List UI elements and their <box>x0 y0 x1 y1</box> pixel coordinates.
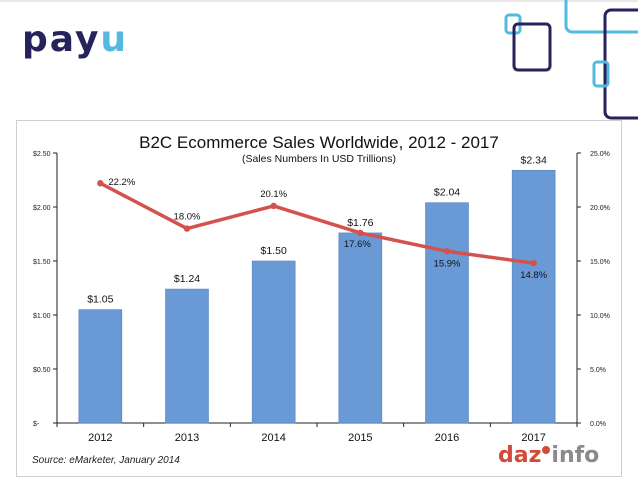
left-axis-tick-label: $1.50 <box>33 259 51 266</box>
x-axis-tick-label: 2012 <box>88 432 112 444</box>
x-axis-tick-label: 2017 <box>521 432 545 444</box>
x-axis-tick-label: 2015 <box>348 432 372 444</box>
growth-line <box>99 181 534 265</box>
bar-value-label: $1.05 <box>87 294 113 306</box>
growth-point <box>443 248 451 255</box>
dazeinfo-logo: daz info <box>498 445 599 467</box>
left-axis-tick-label: $1.00 <box>33 313 51 320</box>
growth-line-series <box>97 180 537 267</box>
chart-title: B2C Ecommerce Sales Worldwide, 2012 - 20… <box>139 133 499 152</box>
right-axis-tick-label: 20.0% <box>590 205 610 212</box>
brand-text-part2: info <box>551 443 600 468</box>
brand-dot-icon <box>542 446 551 454</box>
left-axis-tick-label: $2.50 <box>33 151 51 158</box>
bar <box>165 288 209 424</box>
bar-value-label: $2.04 <box>434 187 460 199</box>
right-axis-tick-label: 5.0% <box>590 367 606 374</box>
x-axis-tick-label: 2014 <box>261 432 285 444</box>
top-divider <box>0 0 638 2</box>
chart-labels: $1.05 $1.24 $1.50 $1.76 $2.04 $2.34 22.2% 18.0%… <box>87 154 547 305</box>
growth-point <box>270 202 277 210</box>
x-axis-tick-label: 2013 <box>175 432 199 444</box>
growth-value-label: 18.0% <box>174 212 201 223</box>
left-axis-tick-label: $0.50 <box>33 367 51 374</box>
bar <box>78 309 123 424</box>
bar <box>511 169 556 424</box>
growth-value-label: 22.2% <box>108 177 135 188</box>
left-axis-tick-label: $- <box>33 421 40 428</box>
right-axis-tick-label: 0.0% <box>590 421 606 428</box>
logo-accent-text: u <box>100 19 129 60</box>
growth-value-label: 14.8% <box>520 270 547 281</box>
right-axis-tick-label: 10.0% <box>590 313 610 320</box>
logo-main-text: pay <box>22 19 101 60</box>
bar <box>425 202 469 424</box>
growth-point <box>357 229 364 237</box>
bar <box>251 260 296 424</box>
bar-series <box>78 169 556 424</box>
left-axis-tick-label: $2.00 <box>33 205 51 212</box>
x-axis-tick-label: 2016 <box>435 432 459 444</box>
growth-point <box>97 180 104 187</box>
growth-value-label: 20.1% <box>260 189 287 200</box>
bar-value-label: $1.50 <box>261 245 287 257</box>
growth-point <box>530 259 537 267</box>
growth-point <box>183 225 191 232</box>
chart-axes: $- $0.50 $1.00 $1.50 $2.00 $2.50 0.0% 5.0% 10.0%… <box>33 151 610 444</box>
chart-subtitle: (Sales Numbers In USD Trillions) <box>241 153 397 165</box>
bar-value-label: $2.34 <box>521 154 547 166</box>
right-axis-tick-label: 25.0% <box>590 151 610 158</box>
decorative-squares-icon <box>504 0 638 120</box>
bar-value-label: $1.76 <box>347 217 373 229</box>
growth-value-label: 15.9% <box>434 258 461 269</box>
bar-value-label: $1.24 <box>174 273 200 285</box>
growth-value-label: 17.6% <box>344 239 371 250</box>
source-note: Source: eMarketer, January 2014 <box>32 455 180 466</box>
brand-text-part1: daz <box>498 443 542 468</box>
bar <box>338 232 383 424</box>
payu-logo: payu <box>22 22 128 58</box>
right-axis-tick-label: 15.0% <box>590 259 610 266</box>
